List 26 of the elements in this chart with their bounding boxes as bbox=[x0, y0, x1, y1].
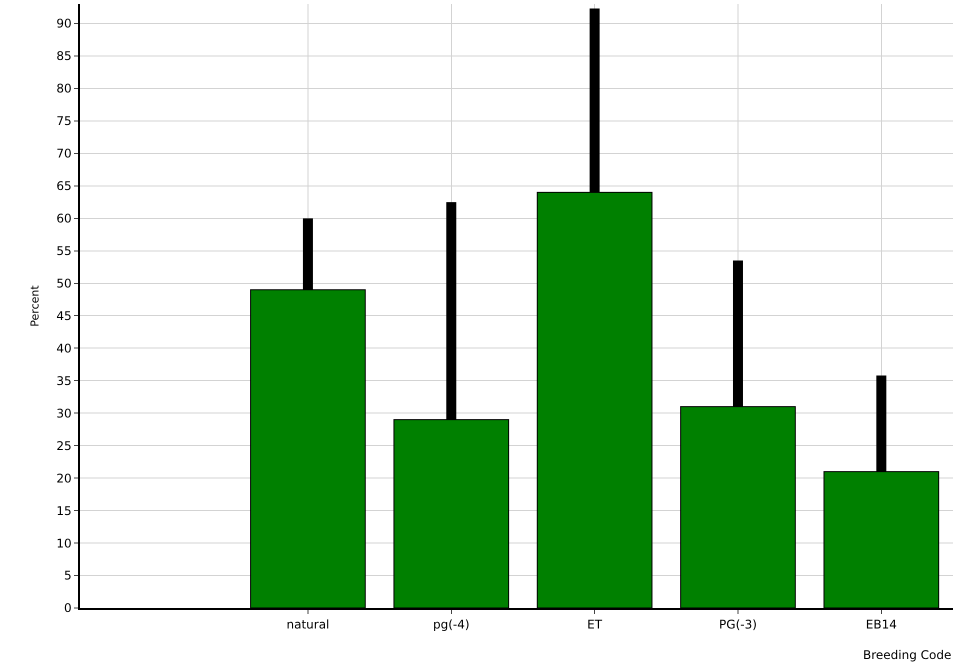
y-tick-label: 55 bbox=[56, 244, 72, 258]
y-axis-title: Percent bbox=[28, 284, 42, 327]
y-tick-label: 75 bbox=[56, 114, 72, 128]
y-tick-label: 10 bbox=[56, 536, 72, 550]
x-axis-title: Breeding Code bbox=[863, 648, 952, 662]
y-tick-label: 45 bbox=[56, 308, 72, 323]
y-tick-label: 5 bbox=[64, 568, 72, 583]
y-tick-label: 50 bbox=[56, 276, 72, 290]
y-tick-label: 85 bbox=[56, 49, 72, 64]
y-tick-label: 90 bbox=[56, 16, 72, 31]
x-tick-label: EB14 bbox=[866, 617, 897, 632]
y-tick-label: 25 bbox=[56, 438, 72, 453]
y-tick-label: 40 bbox=[56, 341, 72, 356]
x-tick-label: pg(-4) bbox=[433, 617, 470, 632]
y-tick-label: 30 bbox=[56, 406, 72, 420]
y-tick-label: 70 bbox=[56, 146, 72, 161]
x-tick-label: ET bbox=[587, 617, 603, 632]
y-tick-label: 65 bbox=[56, 179, 72, 194]
y-tick-label: 80 bbox=[56, 82, 72, 96]
x-tick-label: natural bbox=[286, 617, 330, 632]
x-tick-label: PG(-3) bbox=[719, 617, 757, 632]
y-tick-label: 60 bbox=[56, 212, 72, 226]
y-tick-label: 20 bbox=[56, 471, 72, 486]
y-tick-label: 0 bbox=[64, 601, 72, 616]
y-tick-label: 35 bbox=[56, 374, 72, 388]
y-tick-label: 15 bbox=[56, 504, 72, 518]
